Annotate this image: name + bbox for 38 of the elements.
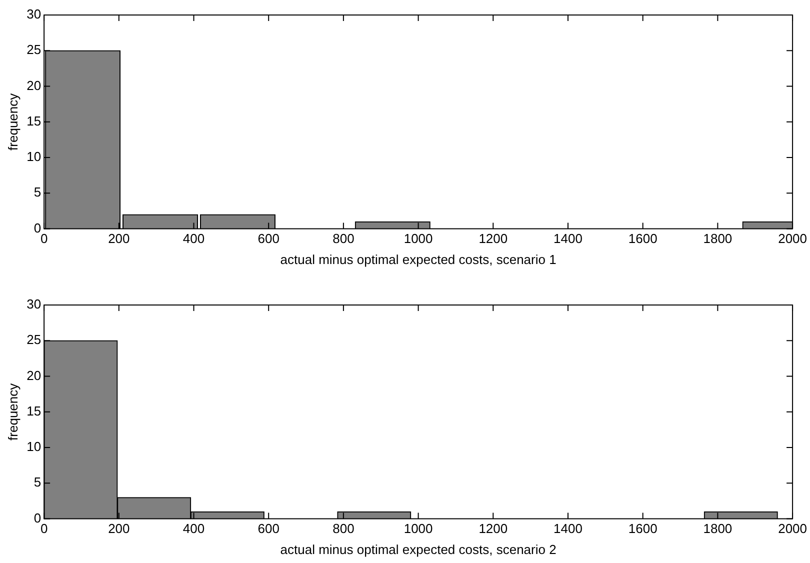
x-tick-label: 600	[258, 521, 280, 536]
y-tick-label: 10	[26, 149, 42, 164]
y-tick-label: 30	[26, 296, 42, 312]
x-axis-title: actual minus optimal expected costs, scenario 1	[280, 252, 556, 267]
x-tick-label: 1400	[554, 231, 582, 246]
y-tick-label: 0	[34, 510, 42, 526]
y-tick-label: 25	[26, 42, 42, 58]
x-tick-label: 1200	[478, 231, 508, 246]
x-tick-label: 200	[108, 231, 130, 246]
x-tick-label: 400	[182, 521, 205, 536]
y-tick-label: 15	[26, 403, 42, 418]
x-tick-label: 1000	[404, 231, 433, 246]
x-tick-label: 600	[258, 231, 280, 246]
x-tick-label: 2000	[778, 231, 807, 246]
y-tick-label: 15	[26, 113, 42, 128]
x-tick-label: 800	[332, 521, 354, 536]
y-tick-label: 5	[34, 184, 42, 200]
y-tick-label: 20	[26, 368, 42, 383]
y-tick-label: 30	[26, 6, 42, 22]
x-tick-label: 400	[182, 231, 205, 246]
y-tick-label: 0	[34, 220, 42, 236]
x-tick-label: 2000	[778, 521, 807, 536]
x-tick-label: 1600	[628, 231, 658, 246]
x-tick-label: 1800	[703, 521, 732, 536]
x-tick-label: 1800	[703, 231, 732, 246]
x-tick-label: 1400	[554, 521, 582, 536]
x-axis-title: actual minus optimal expected costs, scenario 2	[280, 542, 556, 557]
y-tick-label: 5	[34, 474, 42, 490]
x-tick-label: 200	[108, 521, 130, 536]
x-tick-label: 800	[332, 231, 354, 246]
y-tick-label: 10	[26, 439, 42, 454]
y-tick-label: 25	[26, 332, 42, 348]
x-tick-label: 1600	[628, 521, 658, 536]
y-axis-title: frequency	[5, 92, 20, 150]
y-tick-label: 20	[26, 78, 42, 93]
x-tick-label: 1000	[404, 521, 433, 536]
x-tick-label: 1200	[478, 521, 508, 536]
y-axis-title: frequency	[5, 382, 20, 440]
